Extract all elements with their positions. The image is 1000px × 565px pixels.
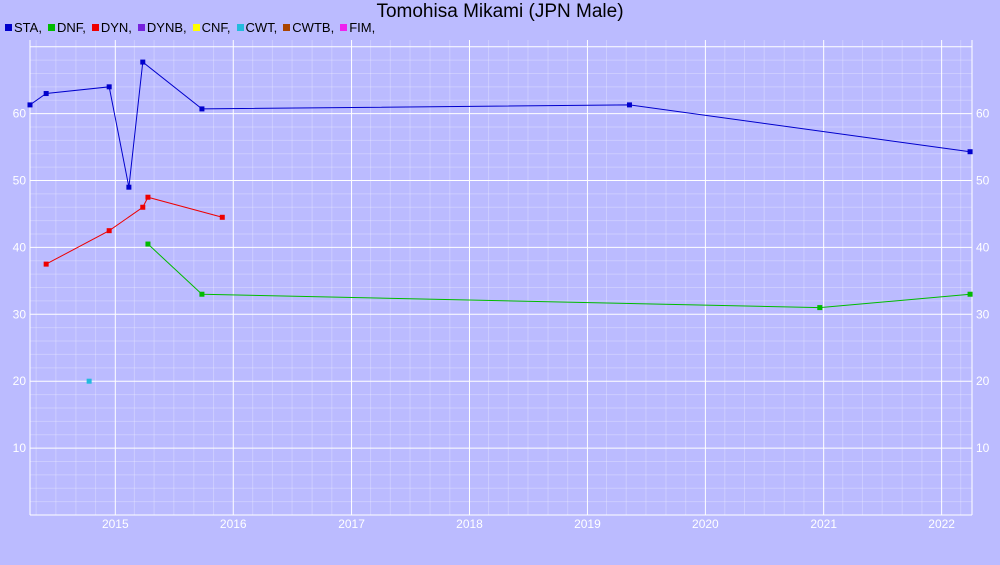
x-tick-label: 2022 bbox=[928, 517, 955, 531]
y-tick-label-left: 50 bbox=[13, 173, 27, 187]
x-tick-label: 2015 bbox=[102, 517, 129, 531]
legend-item: DYNB, bbox=[137, 20, 187, 35]
legend-label: CWTB, bbox=[292, 20, 335, 35]
legend-label: DYNB, bbox=[146, 20, 187, 35]
data-point-dyn bbox=[145, 194, 151, 200]
legend-swatch bbox=[5, 24, 12, 31]
data-point-sta bbox=[967, 149, 973, 155]
data-point-sta bbox=[27, 102, 33, 108]
legend-item: DYN, bbox=[91, 20, 132, 35]
legend-item: STA, bbox=[5, 20, 42, 35]
y-tick-label-right: 40 bbox=[976, 240, 990, 254]
legend-item: FIM, bbox=[340, 20, 375, 35]
y-tick-label-left: 40 bbox=[13, 240, 27, 254]
y-tick-label-right: 30 bbox=[976, 307, 990, 321]
data-point-sta bbox=[199, 106, 205, 112]
series-line-dnf bbox=[147, 243, 971, 309]
data-point-sta bbox=[126, 184, 132, 190]
y-tick-label-right: 10 bbox=[976, 441, 990, 455]
data-point-sta bbox=[106, 84, 112, 90]
data-point-sta bbox=[43, 91, 49, 97]
legend-item: CNF, bbox=[192, 20, 231, 35]
y-tick-label-left: 10 bbox=[13, 441, 27, 455]
x-tick-label: 2020 bbox=[692, 517, 719, 531]
chart-legend: STA, DNF, DYN, DYNB, CNF, CWT, CWTB, FIM, bbox=[5, 20, 381, 35]
x-tick-label: 2016 bbox=[220, 517, 247, 531]
y-tick-label-left: 60 bbox=[13, 107, 27, 121]
legend-label: DYN, bbox=[100, 20, 132, 35]
y-tick-label-left: 20 bbox=[13, 374, 27, 388]
y-tick-label-left: 30 bbox=[13, 307, 27, 321]
data-point-dyn bbox=[43, 261, 49, 267]
data-point-dyn bbox=[219, 214, 225, 220]
legend-swatch bbox=[283, 24, 291, 31]
data-point-dyn bbox=[140, 204, 146, 210]
x-tick-label: 2019 bbox=[574, 517, 601, 531]
data-point-cwt bbox=[86, 378, 92, 384]
data-point-dnf bbox=[145, 241, 151, 247]
y-tick-label-right: 50 bbox=[976, 173, 990, 187]
x-tick-label: 2018 bbox=[456, 517, 483, 531]
legend-label: FIM, bbox=[349, 20, 376, 35]
data-point-sta bbox=[626, 102, 632, 108]
legend-label: CNF, bbox=[201, 20, 231, 35]
data-point-sta bbox=[140, 59, 146, 65]
x-tick-label: 2017 bbox=[338, 517, 365, 531]
legend-item: CWT, bbox=[236, 20, 278, 35]
data-point-dnf bbox=[199, 291, 205, 297]
legend-swatch bbox=[91, 24, 99, 31]
legend-item: DNF, bbox=[47, 20, 86, 35]
chart-title: Tomohisa Mikami (JPN Male) bbox=[376, 1, 624, 22]
legend-swatch bbox=[192, 24, 200, 31]
data-point-dyn bbox=[106, 228, 112, 234]
legend-label: DNF, bbox=[56, 20, 86, 35]
legend-swatch bbox=[137, 24, 145, 31]
legend-swatch bbox=[340, 24, 348, 31]
data-point-dnf bbox=[817, 305, 823, 311]
legend-swatch bbox=[236, 24, 244, 31]
legend-swatch bbox=[47, 24, 55, 31]
legend-label: STA, bbox=[14, 20, 42, 35]
data-point-dnf bbox=[967, 291, 973, 297]
y-tick-label-right: 60 bbox=[976, 107, 990, 121]
x-tick-label: 2021 bbox=[810, 517, 837, 531]
legend-label: CWT, bbox=[245, 20, 278, 35]
series-line-sta bbox=[29, 61, 971, 188]
legend-item: CWTB, bbox=[283, 20, 334, 35]
y-tick-label-right: 20 bbox=[976, 374, 990, 388]
